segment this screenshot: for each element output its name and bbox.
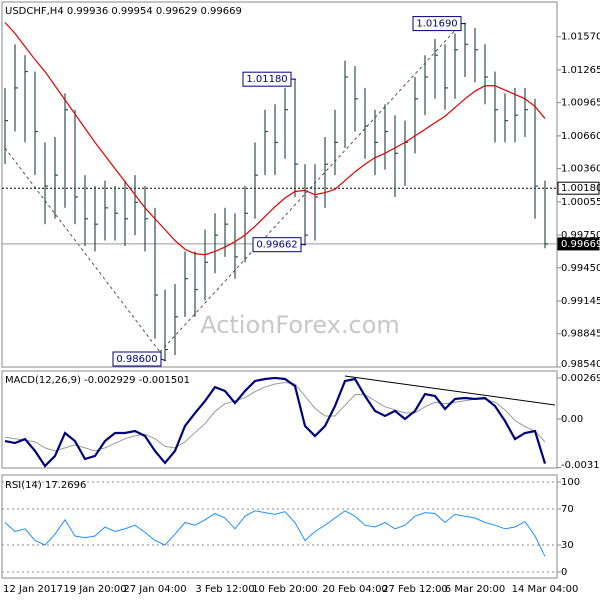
macd-signal	[4, 381, 546, 452]
y-tick-label: 70	[561, 504, 574, 515]
x-tick-label: 12 Jan 2017	[3, 584, 63, 595]
x-tick-label: 19 Jan 20:00	[63, 584, 126, 595]
chart-title: USDCHF,H4 0.99936 0.99954 0.99629 0.9966…	[5, 6, 242, 17]
annotation-label: 0.98600	[116, 354, 157, 365]
annotation-point	[304, 243, 306, 246]
macd-panel	[1, 370, 558, 469]
y-tick-label: 1.00660	[561, 131, 600, 142]
y-tick-label: 0.002696	[561, 373, 600, 384]
y-tick-label: 0.99750	[561, 230, 600, 241]
level-label: 1.00180	[561, 183, 600, 194]
x-tick-label: 6 Mar 20:00	[445, 584, 505, 595]
x-tick-label: 3 Feb 12:00	[195, 584, 254, 595]
y-tick-label: -0.003197	[561, 460, 600, 471]
x-tick-label: 27 Jan 04:00	[123, 584, 186, 595]
x-tick-label: 27 Feb 12:00	[382, 584, 448, 595]
level-label-box	[557, 237, 600, 251]
y-tick-label: 100	[561, 477, 580, 488]
rsi-panel	[1, 474, 558, 579]
watermark: ActionForex.com	[200, 311, 400, 339]
moving-average	[4, 22, 546, 256]
annotation-point	[164, 359, 166, 362]
annotation-box	[112, 351, 162, 367]
y-tick-label: 0.00	[561, 414, 583, 425]
annotation-box	[412, 16, 462, 32]
macd-line	[4, 376, 547, 468]
x-tick-label: 10 Feb 20:00	[252, 584, 318, 595]
annotation-box	[252, 237, 302, 253]
x-tick-label: 20 Feb 04:00	[322, 584, 388, 595]
macd-title: MACD(12,26,9) -0.002929 -0.001501	[5, 375, 190, 386]
trendline	[159, 24, 461, 353]
annotation-label: 1.01180	[246, 74, 287, 85]
price-panel	[1, 1, 558, 368]
y-tick-label: 1.00965	[561, 98, 600, 109]
y-tick-label: 1.01265	[561, 65, 600, 76]
y-tick-label: 0.98540	[561, 359, 600, 370]
macd-trendline	[344, 375, 556, 406]
y-tick-label: 1.01570	[561, 32, 600, 43]
rsi-line	[4, 510, 546, 557]
annotation-box	[242, 71, 292, 87]
y-tick-label: 0.99145	[561, 296, 600, 307]
annotation-point	[294, 78, 296, 80]
level-label: 0.99669	[561, 239, 600, 250]
y-tick-label: 0.98845	[561, 329, 600, 340]
rsi-title: RSI(14) 17.2696	[5, 480, 86, 491]
trendline	[4, 147, 161, 353]
level-label-box	[557, 181, 600, 195]
y-tick-label: 0	[561, 567, 567, 578]
y-tick-label: 1.00360	[561, 164, 600, 175]
y-tick-label: 30	[561, 540, 574, 551]
annotation-label: 1.01690	[416, 19, 457, 30]
y-tick-label: 0.99450	[561, 263, 600, 274]
y-tick-label: 1.00055	[561, 197, 600, 208]
annotation-label: 0.99662	[256, 240, 297, 251]
annotation-point	[464, 22, 466, 25]
x-tick-label: 14 Mar 04:00	[512, 584, 579, 595]
